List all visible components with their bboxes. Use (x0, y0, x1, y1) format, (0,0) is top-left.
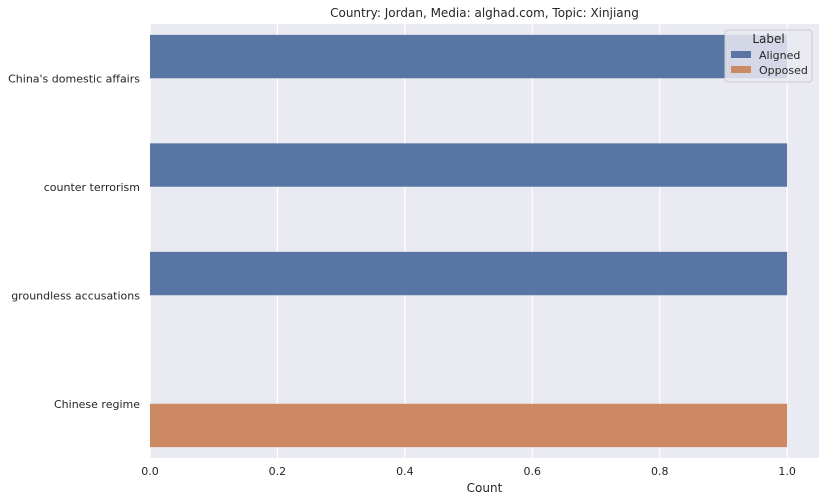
y-tick-label: counter terrorism (44, 181, 140, 194)
legend-label-aligned: Aligned (759, 49, 800, 62)
legend-swatch-opposed (731, 66, 751, 73)
bar-aligned (150, 251, 788, 296)
x-axis-label: Count (467, 481, 503, 495)
y-tick-label: Chinese regime (54, 398, 140, 411)
x-tick-label: 0.2 (269, 465, 287, 478)
y-tick-label: China's domestic affairs (8, 72, 140, 85)
x-tick-label: 0.0 (141, 465, 159, 478)
bar-aligned (150, 34, 788, 79)
x-tick-label: 0.6 (524, 465, 542, 478)
y-tick-labels: China's domestic affairs counter terroris… (8, 72, 140, 411)
legend-title: Label (752, 32, 784, 46)
chart-title: Country: Jordan, Media: alghad.com, Topi… (330, 6, 639, 20)
bar-opposed (150, 403, 788, 448)
legend: Label Aligned Opposed (724, 29, 813, 83)
x-tick-label: 0.4 (396, 465, 414, 478)
x-tick-labels: 0.0 0.2 0.4 0.6 0.8 1.0 (141, 465, 796, 478)
plot-area (150, 24, 819, 458)
grid-lines (149, 24, 788, 458)
legend-label-opposed: Opposed (759, 64, 808, 77)
legend-swatch-aligned (731, 51, 751, 58)
y-tick-label: groundless accusations (11, 289, 140, 302)
bar-aligned (150, 143, 788, 187)
x-tick-label: 1.0 (778, 465, 796, 478)
bars (150, 34, 788, 448)
x-tick-label: 0.8 (651, 465, 669, 478)
